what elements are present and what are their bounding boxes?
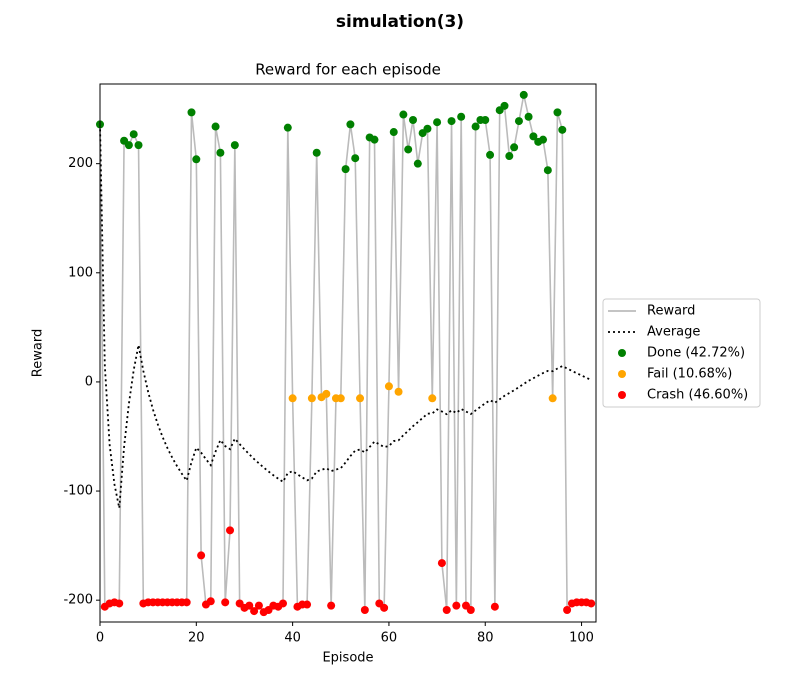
point — [384, 382, 393, 391]
point — [519, 90, 528, 99]
point — [437, 559, 446, 568]
point — [278, 599, 287, 608]
x-tick-label: 20 — [188, 631, 205, 646]
point — [351, 154, 360, 163]
point — [206, 597, 215, 606]
legend-swatch — [618, 391, 626, 399]
point — [370, 135, 379, 144]
y-tick-label: -100 — [63, 484, 93, 499]
point — [543, 166, 552, 175]
point — [182, 598, 191, 607]
y-tick-label: 0 — [85, 374, 93, 389]
point — [423, 124, 432, 133]
point — [124, 141, 133, 150]
point — [221, 598, 230, 607]
line — [99, 124, 592, 509]
point — [447, 117, 456, 126]
point — [529, 132, 538, 141]
point — [505, 152, 514, 161]
point — [481, 116, 490, 125]
legend: Reward Average Done (42.72%) Fail (10.68%) C… — [608, 304, 748, 403]
legend-swatch — [618, 349, 626, 357]
point — [134, 141, 143, 150]
plot-area — [96, 90, 596, 617]
legend-label: Fail (10.68%) — [647, 367, 732, 382]
x-tick-label: 100 — [569, 631, 594, 646]
point — [327, 601, 336, 610]
point — [399, 110, 408, 119]
point — [548, 394, 557, 403]
point — [409, 116, 418, 125]
point — [254, 601, 263, 610]
point — [216, 148, 225, 157]
point — [380, 603, 389, 612]
legend-label: Done (42.72%) — [647, 346, 745, 361]
legend-box — [602, 298, 761, 408]
point — [510, 143, 519, 152]
legend-label: Crash (46.60%) — [647, 388, 748, 403]
x-tick-label: 80 — [477, 631, 494, 646]
point — [452, 601, 461, 610]
x-tick-label: 60 — [381, 631, 398, 646]
point — [433, 118, 442, 127]
point — [558, 125, 567, 134]
point — [197, 551, 206, 560]
point — [356, 394, 365, 403]
legend-label: Average — [647, 325, 700, 340]
legend-swatch — [618, 370, 626, 378]
point — [587, 599, 596, 608]
x-tick-label: 40 — [284, 631, 301, 646]
point — [466, 605, 475, 614]
point — [442, 605, 451, 614]
point — [192, 155, 201, 164]
x-tick-label: 0 — [96, 631, 104, 646]
point — [389, 128, 398, 137]
point — [346, 120, 355, 129]
x-axis-label: Episode — [322, 651, 373, 666]
y-axis-label: Reward — [31, 329, 46, 377]
chart-title: Reward for each episode — [255, 61, 441, 79]
point — [553, 108, 562, 117]
point — [457, 112, 466, 121]
point — [514, 117, 523, 126]
point — [303, 600, 312, 609]
point — [490, 602, 499, 611]
point — [250, 607, 259, 616]
point — [322, 389, 331, 398]
point — [341, 165, 350, 174]
point — [404, 145, 413, 154]
plot-frame — [99, 83, 597, 623]
point — [336, 394, 345, 403]
point — [226, 526, 235, 535]
legend-label: Reward — [647, 304, 695, 319]
point — [129, 130, 138, 139]
point — [187, 108, 196, 117]
point — [283, 123, 292, 132]
point — [230, 141, 239, 150]
point — [394, 387, 403, 396]
point — [115, 599, 124, 608]
point — [486, 150, 495, 159]
point — [428, 394, 437, 403]
point — [539, 135, 548, 144]
point — [288, 394, 297, 403]
point — [524, 112, 533, 121]
y-tick-label: 200 — [68, 156, 93, 171]
point — [471, 122, 480, 131]
point — [413, 159, 422, 168]
y-tick-label: 100 — [68, 265, 93, 280]
point — [245, 601, 254, 610]
point — [563, 605, 572, 614]
point — [312, 148, 321, 157]
point — [211, 122, 220, 131]
point — [307, 394, 316, 403]
y-tick-label: -200 — [63, 593, 93, 608]
point — [500, 101, 509, 110]
suptitle: simulation(3) — [336, 12, 464, 32]
point — [360, 605, 369, 614]
